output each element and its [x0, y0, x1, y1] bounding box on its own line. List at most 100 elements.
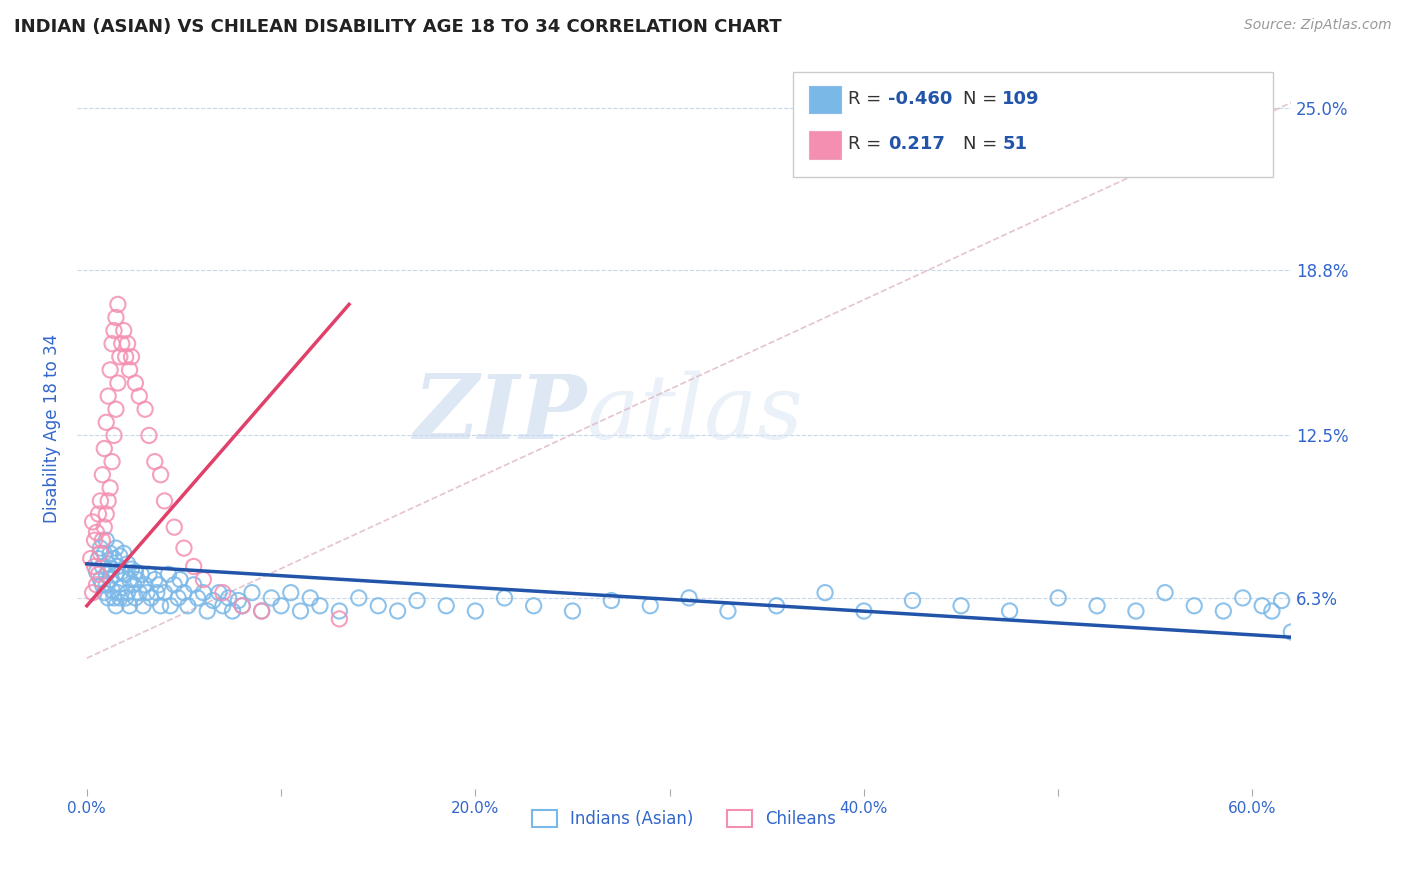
- Point: [108, 549, 131, 563]
- Point: [101, 336, 124, 351]
- Point: [108, 591, 131, 605]
- Point: [998, 604, 1021, 618]
- Point: [167, 591, 190, 605]
- Point: [765, 599, 787, 613]
- Point: [98, 481, 121, 495]
- Point: [134, 578, 156, 592]
- Point: [118, 363, 141, 377]
- Point: [406, 593, 429, 607]
- Point: [173, 541, 195, 555]
- Point: [83, 533, 105, 548]
- Point: [231, 599, 253, 613]
- Point: [101, 582, 124, 597]
- Point: [87, 551, 110, 566]
- Point: [134, 402, 156, 417]
- Point: [309, 599, 332, 613]
- Point: [96, 507, 118, 521]
- Point: [328, 612, 350, 626]
- Point: [1251, 599, 1274, 613]
- Point: [111, 581, 134, 595]
- Point: [153, 494, 176, 508]
- Text: -0.460: -0.460: [889, 90, 953, 108]
- Point: [97, 557, 120, 571]
- Point: [98, 573, 121, 587]
- Point: [114, 350, 136, 364]
- FancyBboxPatch shape: [810, 86, 841, 113]
- Point: [117, 336, 139, 351]
- Point: [86, 578, 108, 592]
- Point: [561, 604, 583, 618]
- Point: [86, 565, 108, 579]
- Point: [434, 599, 457, 613]
- FancyBboxPatch shape: [810, 131, 841, 159]
- Point: [600, 593, 623, 607]
- Point: [96, 415, 118, 429]
- Point: [104, 567, 127, 582]
- Point: [193, 585, 215, 599]
- Point: [91, 533, 114, 548]
- Point: [1154, 585, 1177, 599]
- Point: [280, 585, 302, 599]
- Point: [121, 562, 143, 576]
- FancyBboxPatch shape: [793, 72, 1272, 177]
- Point: [107, 376, 129, 390]
- Point: [202, 593, 225, 607]
- Point: [111, 336, 134, 351]
- Point: [82, 515, 104, 529]
- Point: [93, 520, 115, 534]
- Y-axis label: Disability Age 18 to 34: Disability Age 18 to 34: [44, 334, 60, 524]
- Text: 51: 51: [1002, 136, 1028, 153]
- Point: [1212, 604, 1234, 618]
- Point: [136, 585, 159, 599]
- Point: [228, 593, 250, 607]
- Point: [290, 604, 312, 618]
- Point: [98, 546, 121, 560]
- Point: [852, 604, 875, 618]
- Point: [1125, 604, 1147, 618]
- Point: [145, 585, 167, 599]
- Point: [89, 546, 111, 560]
- Point: [270, 599, 292, 613]
- Point: [91, 578, 114, 592]
- Point: [128, 585, 150, 599]
- Point: [122, 578, 145, 592]
- Point: [183, 559, 205, 574]
- Point: [89, 573, 111, 587]
- Point: [121, 350, 143, 364]
- Point: [148, 578, 170, 592]
- Point: [132, 599, 155, 613]
- Point: [91, 559, 114, 574]
- Point: [124, 376, 146, 390]
- Point: [143, 573, 166, 587]
- Text: N =: N =: [963, 90, 998, 108]
- Point: [127, 573, 149, 587]
- Point: [183, 578, 205, 592]
- Point: [101, 455, 124, 469]
- Point: [138, 567, 160, 582]
- Point: [159, 599, 181, 613]
- Point: [87, 567, 110, 582]
- Point: [260, 591, 283, 605]
- Point: [103, 324, 125, 338]
- Point: [117, 557, 139, 571]
- Point: [107, 585, 129, 599]
- Point: [149, 467, 172, 482]
- Point: [299, 591, 322, 605]
- Point: [107, 559, 129, 574]
- Point: [108, 350, 131, 364]
- Point: [1279, 624, 1302, 639]
- Point: [97, 389, 120, 403]
- Point: [93, 585, 115, 599]
- Point: [1047, 591, 1070, 605]
- Point: [129, 567, 152, 582]
- Point: [97, 494, 120, 508]
- Point: [124, 591, 146, 605]
- Text: R =: R =: [848, 136, 882, 153]
- Point: [114, 567, 136, 582]
- Point: [169, 573, 191, 587]
- Point: [96, 533, 118, 548]
- Text: R =: R =: [848, 90, 882, 108]
- Point: [950, 599, 973, 613]
- Point: [103, 591, 125, 605]
- Point: [143, 455, 166, 469]
